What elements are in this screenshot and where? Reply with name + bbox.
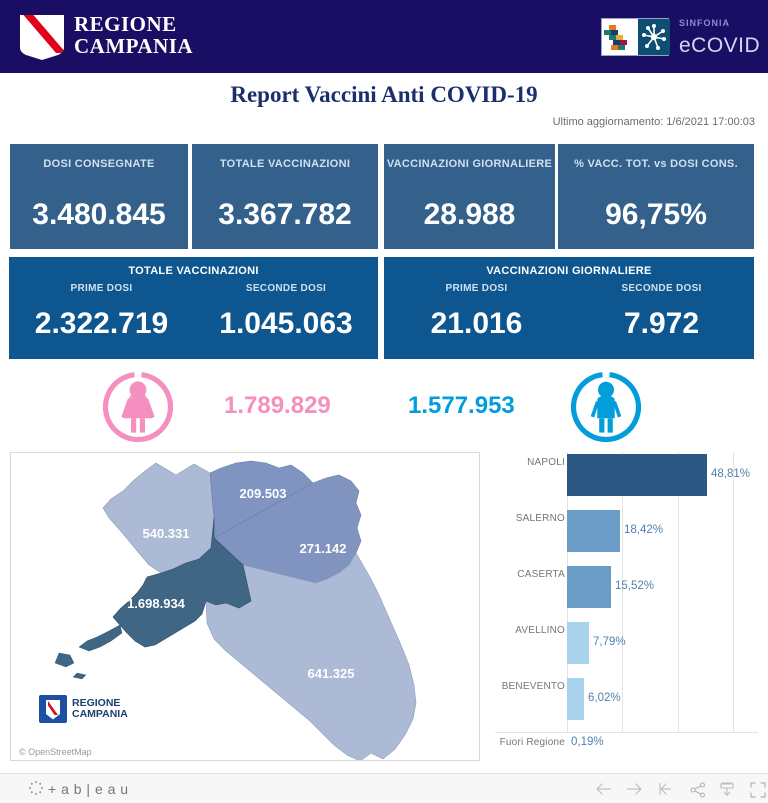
svg-text:1.698.934: 1.698.934 [127,596,186,611]
svg-text:540.331: 540.331 [143,526,190,541]
svg-text:209.503: 209.503 [240,486,287,501]
svg-text:271.142: 271.142 [300,541,347,556]
svg-text:641.325: 641.325 [308,666,355,681]
